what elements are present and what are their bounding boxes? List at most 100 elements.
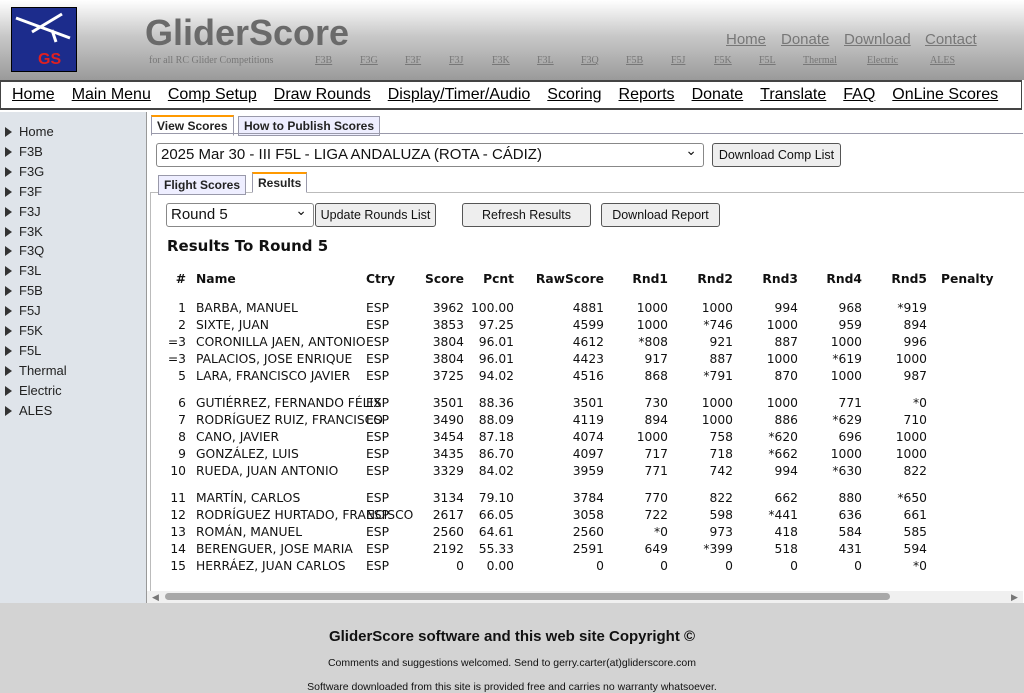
table-cell: 4119 [572, 413, 604, 427]
nav-link[interactable]: Main Menu [71, 86, 151, 103]
sidebar-item[interactable]: F3Q [5, 243, 44, 258]
table-cell: 3058 [572, 508, 604, 522]
top-link[interactable]: Home [726, 31, 767, 48]
subtab[interactable]: Flight Scores [158, 175, 247, 195]
class-link[interactable]: F5J [671, 55, 686, 66]
sidebar-item[interactable]: ALES [5, 403, 52, 418]
table-cell: 1000 [636, 318, 668, 332]
table-cell: 1000 [701, 413, 733, 427]
competition-select[interactable]: 2025 Mar 30 - III F5L - LIGA ANDALUZA (R… [156, 142, 704, 167]
sidebar-item[interactable]: F3F [5, 184, 42, 199]
nav-link[interactable]: Home [12, 86, 55, 103]
sidebar-item[interactable]: F5B [5, 283, 43, 298]
table-cell: 13 [170, 525, 186, 539]
scrollbar-thumb[interactable] [165, 593, 890, 600]
table-cell: *630 [832, 464, 862, 478]
table-cell: 742 [709, 464, 733, 478]
sidebar-item[interactable]: Electric [5, 383, 62, 398]
table-cell: 3962 [432, 301, 464, 315]
table-cell: ESP [366, 413, 389, 427]
sidebar-item[interactable]: F5K [5, 323, 43, 338]
class-link[interactable]: F5K [714, 55, 732, 66]
table-cell: GUTIÉRREZ, FERNANDO FÉLIX [196, 396, 382, 410]
table-cell: 661 [903, 508, 927, 522]
table-cell: 11 [170, 491, 186, 505]
class-link[interactable]: F5L [759, 55, 776, 66]
top-link[interactable]: Donate [781, 31, 830, 48]
nav-link[interactable]: Donate [691, 86, 744, 103]
nav-link[interactable]: Comp Setup [167, 86, 257, 103]
top-link[interactable]: Download [844, 31, 911, 48]
sidebar-item[interactable]: F5J [5, 303, 41, 318]
table-cell: 598 [709, 508, 733, 522]
table-cell: 868 [644, 369, 668, 383]
table-cell: ESP [366, 318, 389, 332]
sidebar-item[interactable]: F3G [5, 164, 44, 179]
table-cell: *746 [703, 318, 733, 332]
table-cell: *0 [913, 559, 927, 573]
button[interactable]: Refresh Results [462, 203, 591, 227]
button[interactable]: Download Report [601, 203, 720, 227]
scrollbar[interactable]: ◀ ▶ [147, 591, 1023, 603]
logo[interactable]: GS [11, 7, 77, 72]
tab[interactable]: How to Publish Scores [238, 116, 381, 136]
comments: Comments and suggestions welcomed. Send … [327, 657, 697, 669]
sidebar-item[interactable]: Home [5, 124, 54, 139]
results-title: Results To Round 5 [167, 237, 329, 255]
class-link[interactable]: F3Q [581, 55, 599, 66]
nav-link[interactable]: FAQ [843, 86, 876, 103]
class-link[interactable]: F3L [537, 55, 554, 66]
nav-bar: Home Main Menu Comp Setup Draw Rounds Displa… [0, 80, 1022, 110]
table-cell: 973 [709, 525, 733, 539]
sidebar-item[interactable]: Thermal [5, 363, 67, 378]
nav-link[interactable]: Translate [760, 86, 827, 103]
sidebar-item[interactable]: F3B [5, 144, 43, 159]
round-select[interactable]: Round 5 [166, 202, 314, 227]
table-cell: 12 [170, 508, 186, 522]
copyright: GliderScore software and this web site C… [328, 628, 696, 645]
class-link[interactable]: Electric [867, 55, 899, 66]
sidebar-item[interactable]: F3J [5, 204, 41, 219]
class-link[interactable]: F3J [449, 55, 464, 66]
class-link[interactable]: ALES [930, 55, 955, 66]
sidebar-item[interactable]: F5L [5, 343, 41, 358]
table-cell: 1 [178, 301, 186, 315]
table-cell: 994 [774, 301, 798, 315]
class-link[interactable]: F3G [360, 55, 378, 66]
table-cell: 1000 [636, 301, 668, 315]
button[interactable]: Update Rounds List [315, 203, 436, 227]
subtab[interactable]: Results [252, 172, 308, 193]
table-cell: 710 [903, 413, 927, 427]
sidebar-item[interactable]: F3L [5, 263, 41, 278]
button[interactable]: Download Comp List [712, 143, 841, 167]
column-header: Ctry [366, 272, 395, 286]
logo-glider [15, 12, 71, 43]
class-link[interactable]: F3K [492, 55, 510, 66]
table-cell: 994 [774, 464, 798, 478]
scroll-right[interactable]: ▶ [1011, 592, 1018, 602]
nav-link[interactable]: Display/Timer/Audio [387, 86, 531, 103]
sidebar-item[interactable]: F3K [5, 224, 43, 239]
scroll-left[interactable]: ◀ [152, 592, 159, 602]
table-cell: 6 [178, 396, 186, 410]
class-link[interactable]: Thermal [803, 55, 837, 66]
class-link[interactable]: F3F [405, 55, 422, 66]
class-link[interactable]: F3B [315, 55, 333, 66]
table-cell: 66.05 [478, 508, 514, 522]
class-link[interactable]: F5B [626, 55, 644, 66]
nav-link[interactable]: Draw Rounds [273, 86, 371, 103]
table-cell: 88.36 [478, 396, 514, 410]
table-cell: 4599 [572, 318, 604, 332]
top-link[interactable]: Contact [925, 31, 977, 48]
tab[interactable]: View Scores [151, 115, 234, 136]
nav-link[interactable]: Scoring [547, 86, 602, 103]
table-cell: 86.70 [478, 447, 514, 461]
nav-link[interactable]: Reports [618, 86, 675, 103]
table-cell: MARTÍN, CARLOS [196, 491, 301, 505]
column-header: Penalty [941, 272, 994, 286]
table-cell: ESP [366, 335, 389, 349]
table-cell: ESP [366, 447, 389, 461]
nav-link[interactable]: OnLine Scores [892, 86, 999, 103]
table-cell: 1000 [766, 318, 798, 332]
table-cell: *808 [638, 335, 668, 349]
